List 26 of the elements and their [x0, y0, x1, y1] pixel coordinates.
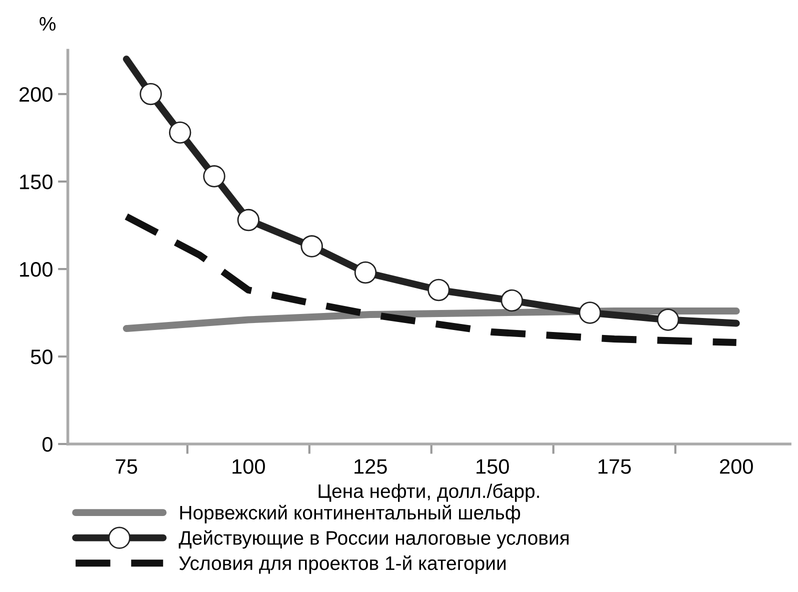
y-tick-label: 150: [20, 174, 52, 190]
x-tick-label: 75: [116, 459, 138, 474]
point: [500, 289, 523, 312]
legend-label: Норвежский континентальный шельф: [180, 504, 520, 524]
point: [300, 235, 323, 258]
y-tick-label: 100: [20, 262, 52, 277]
x-tick-label: 200: [720, 459, 753, 474]
x-tick-label: 175: [598, 459, 631, 474]
point: [140, 82, 162, 106]
legend-label: Условия для проектов 1-й категории: [179, 555, 506, 574]
point: [354, 261, 377, 284]
point: [428, 278, 450, 302]
x-tick-label: 100: [232, 459, 265, 474]
y-axis-title: %: [40, 17, 56, 31]
point: [237, 208, 260, 232]
point: [656, 308, 680, 331]
y-tick-label: 0: [42, 437, 52, 452]
point: [578, 302, 602, 324]
point: [203, 165, 226, 188]
y-tick-label: 200: [20, 87, 52, 102]
legend-label: Действующие в России налоговые условия: [178, 530, 569, 549]
x-axis-title: Цена нефти, долл./барр.: [318, 484, 539, 502]
point: [168, 121, 192, 144]
y-tick-label: 50: [30, 350, 52, 364]
x-tick-label: 150: [476, 459, 509, 474]
x-tick-label: 125: [354, 459, 387, 474]
